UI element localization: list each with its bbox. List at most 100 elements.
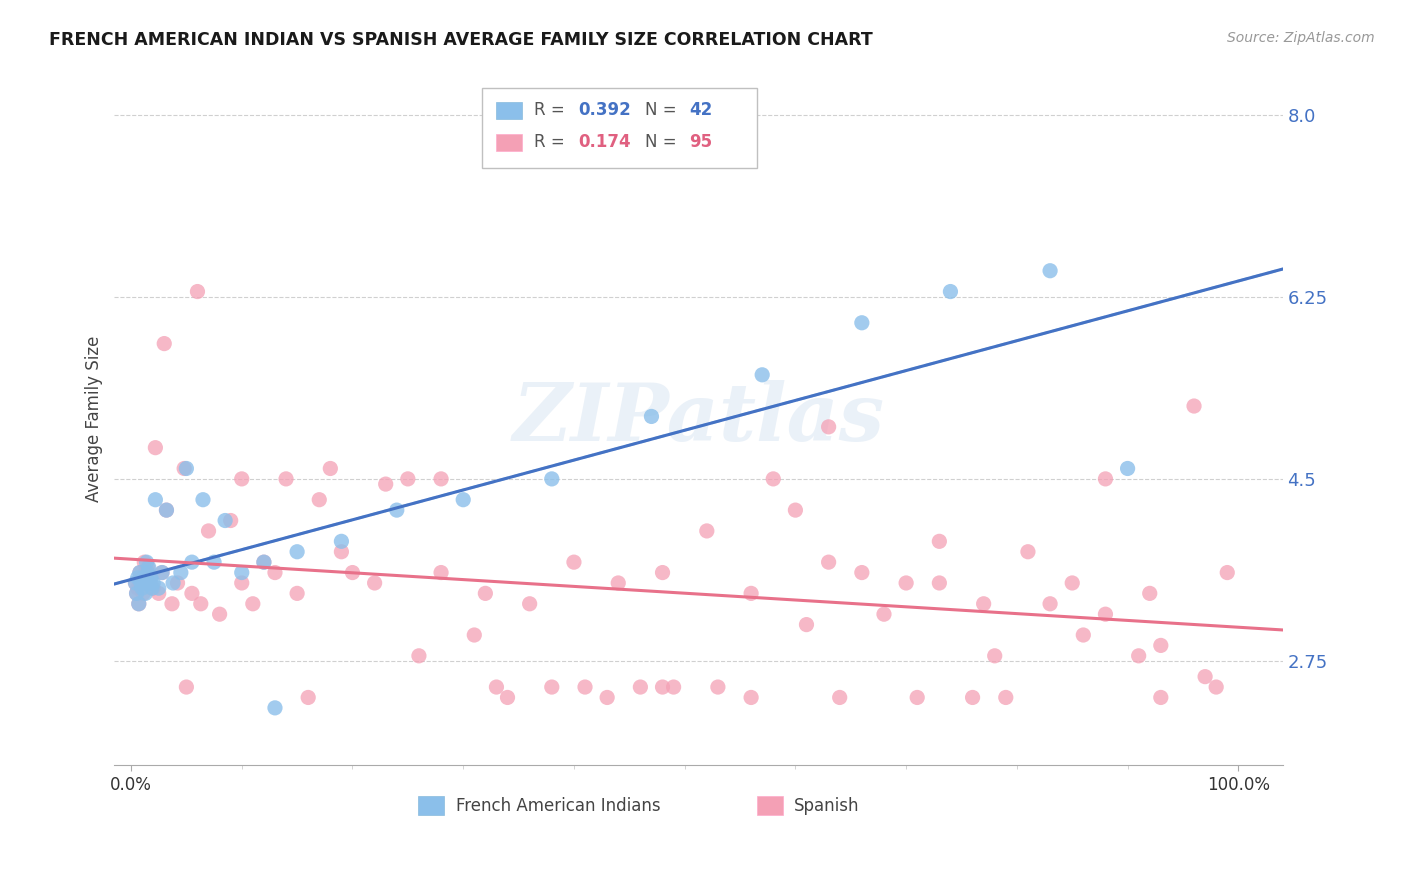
- Point: [651, 680, 673, 694]
- Point: [297, 690, 319, 705]
- Text: Spanish: Spanish: [794, 797, 860, 814]
- Text: Source: ZipAtlas.com: Source: ZipAtlas.com: [1227, 31, 1375, 45]
- Point: [181, 586, 204, 600]
- Text: N =: N =: [645, 102, 682, 120]
- Point: [762, 472, 785, 486]
- Point: [274, 472, 297, 486]
- Point: [264, 566, 287, 580]
- Point: [124, 576, 146, 591]
- Point: [138, 576, 160, 591]
- Point: [176, 461, 198, 475]
- Point: [142, 581, 165, 595]
- Point: [1094, 607, 1116, 622]
- Point: [1182, 399, 1205, 413]
- Point: [474, 586, 496, 600]
- Point: [134, 555, 156, 569]
- Point: [363, 576, 385, 591]
- Point: [983, 648, 1005, 663]
- Point: [181, 555, 204, 569]
- Y-axis label: Average Family Size: Average Family Size: [86, 336, 103, 502]
- Point: [451, 492, 474, 507]
- Point: [1150, 639, 1173, 653]
- Point: [330, 534, 353, 549]
- Point: [145, 492, 167, 507]
- Point: [1039, 597, 1062, 611]
- Point: [155, 503, 177, 517]
- Point: [894, 576, 917, 591]
- Point: [190, 597, 212, 611]
- Point: [740, 586, 762, 600]
- Point: [208, 607, 231, 622]
- Point: [124, 576, 146, 591]
- Point: [463, 628, 485, 642]
- Point: [242, 597, 264, 611]
- Text: 42: 42: [689, 102, 713, 120]
- Point: [127, 571, 149, 585]
- Point: [374, 477, 396, 491]
- Point: [319, 461, 342, 475]
- Point: [131, 581, 153, 595]
- Point: [1194, 670, 1216, 684]
- Point: [135, 555, 157, 569]
- Text: R =: R =: [534, 102, 569, 120]
- Point: [651, 566, 673, 580]
- Point: [485, 680, 508, 694]
- Point: [141, 581, 163, 595]
- Point: [308, 492, 330, 507]
- Point: [1039, 264, 1062, 278]
- Point: [166, 576, 188, 591]
- Point: [253, 555, 276, 569]
- Point: [628, 680, 651, 694]
- Text: 0.174: 0.174: [578, 133, 631, 151]
- Point: [796, 617, 818, 632]
- Point: [128, 597, 150, 611]
- Text: 95: 95: [689, 133, 713, 151]
- Point: [385, 503, 408, 517]
- Point: [231, 566, 253, 580]
- Point: [408, 648, 430, 663]
- Point: [125, 586, 148, 600]
- Text: FRENCH AMERICAN INDIAN VS SPANISH AVERAGE FAMILY SIZE CORRELATION CHART: FRENCH AMERICAN INDIAN VS SPANISH AVERAG…: [49, 31, 873, 49]
- Point: [994, 690, 1017, 705]
- Point: [640, 409, 662, 424]
- Point: [928, 576, 950, 591]
- Point: [153, 336, 176, 351]
- Point: [707, 680, 730, 694]
- Bar: [756, 797, 783, 815]
- Point: [1205, 680, 1227, 694]
- Point: [785, 503, 807, 517]
- Point: [330, 545, 353, 559]
- Point: [696, 524, 718, 538]
- Point: [662, 680, 685, 694]
- Point: [1139, 586, 1161, 600]
- Point: [142, 576, 165, 591]
- Point: [1071, 628, 1094, 642]
- Point: [540, 680, 562, 694]
- Point: [219, 514, 242, 528]
- Point: [231, 576, 253, 591]
- Bar: [496, 102, 522, 119]
- Point: [396, 472, 419, 486]
- Bar: [496, 134, 522, 151]
- Point: [939, 285, 962, 299]
- Point: [214, 514, 236, 528]
- Point: [1116, 461, 1139, 475]
- Point: [160, 597, 183, 611]
- Point: [197, 524, 219, 538]
- Point: [540, 472, 562, 486]
- Text: R =: R =: [534, 133, 569, 151]
- Point: [176, 680, 198, 694]
- Point: [139, 576, 162, 591]
- Point: [134, 571, 156, 585]
- Point: [150, 566, 173, 580]
- Point: [1017, 545, 1039, 559]
- Point: [574, 680, 596, 694]
- Point: [596, 690, 619, 705]
- Point: [264, 701, 287, 715]
- Point: [342, 566, 364, 580]
- Point: [186, 285, 208, 299]
- Point: [1128, 648, 1150, 663]
- Point: [134, 586, 156, 600]
- Point: [125, 586, 148, 600]
- Point: [740, 690, 762, 705]
